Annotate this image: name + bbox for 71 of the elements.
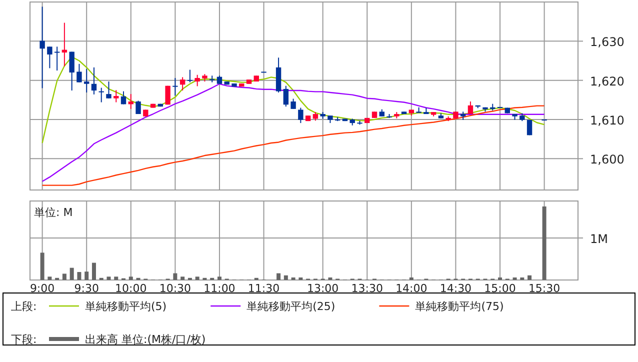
- candlestick: [98, 87, 104, 103]
- x-tick-label: 15:00: [484, 282, 516, 295]
- bar: [180, 276, 185, 280]
- x-tick-label: 10:00: [115, 282, 147, 295]
- legend-label: 単純移動平均(75): [415, 300, 504, 313]
- candlestick: [194, 74, 200, 87]
- bar: [48, 276, 52, 280]
- bar: [520, 277, 524, 280]
- y-tick-label: 1,600: [590, 152, 624, 167]
- legend-title: 下段:: [11, 333, 37, 346]
- candlestick: [120, 90, 126, 105]
- bar: [291, 277, 296, 280]
- candlestick: [69, 51, 74, 92]
- y-tick-label: 1,620: [590, 74, 624, 88]
- y-tick-label: 1M: [590, 232, 608, 246]
- candlestick: [276, 57, 282, 93]
- x-tick-label: 9:00: [30, 282, 55, 295]
- candlestick: [298, 107, 304, 124]
- candlestick: [84, 68, 90, 93]
- bar: [114, 276, 118, 280]
- y-axis-title: 単位: M: [34, 206, 73, 219]
- x-tick-label: 10:30: [159, 282, 192, 295]
- bar: [77, 272, 82, 280]
- bar: [528, 275, 532, 280]
- x-tick-label: 11:30: [248, 282, 280, 295]
- bar: [217, 276, 222, 280]
- x-tick-label: 13:00: [306, 282, 339, 295]
- bar: [542, 206, 546, 280]
- legend-label: 単純移動平均(5): [85, 300, 167, 313]
- bar: [409, 277, 414, 280]
- candlestick: [180, 76, 186, 92]
- bar: [276, 273, 281, 280]
- candlestick: [187, 69, 193, 83]
- candlestick: [172, 77, 178, 96]
- candlestick: [468, 100, 474, 115]
- bar: [92, 262, 96, 280]
- x-tick-label: 9:30: [74, 282, 99, 295]
- legend-label: 出来高 単位:(M株/口/枚): [85, 333, 206, 346]
- candlestick: [47, 46, 52, 69]
- bar: [328, 277, 332, 280]
- candlestick: [283, 85, 289, 108]
- candlestick: [106, 81, 112, 99]
- bar: [128, 276, 133, 280]
- x-tick-label: 13:30: [351, 282, 383, 295]
- bar: [84, 272, 89, 280]
- bar: [512, 277, 517, 280]
- line-series: [42, 105, 545, 186]
- bar: [106, 276, 111, 280]
- bar: [284, 275, 288, 280]
- legend-label: 単純移動平均(25): [246, 300, 336, 313]
- y-tick-label: 1,610: [590, 114, 624, 128]
- bar: [298, 277, 303, 280]
- legend-title: 上段:: [11, 300, 37, 313]
- line-series: [42, 83, 545, 182]
- bar: [173, 273, 178, 280]
- x-tick-label: 15:30: [528, 282, 560, 295]
- y-tick-label: 1,630: [590, 35, 624, 50]
- bar: [62, 274, 66, 280]
- bar: [195, 276, 200, 280]
- candlestick: [91, 66, 97, 95]
- x-tick-label: 14:00: [396, 282, 428, 295]
- bar: [70, 268, 74, 280]
- candlestick: [114, 90, 119, 103]
- x-tick-label: 11:00: [204, 282, 236, 295]
- candlestick: [76, 63, 82, 83]
- candlestick: [290, 98, 296, 110]
- candlestick: [136, 100, 141, 115]
- bar: [40, 252, 44, 280]
- candlestick: [54, 46, 60, 72]
- x-tick-label: 14:30: [440, 282, 472, 295]
- bar: [498, 277, 502, 280]
